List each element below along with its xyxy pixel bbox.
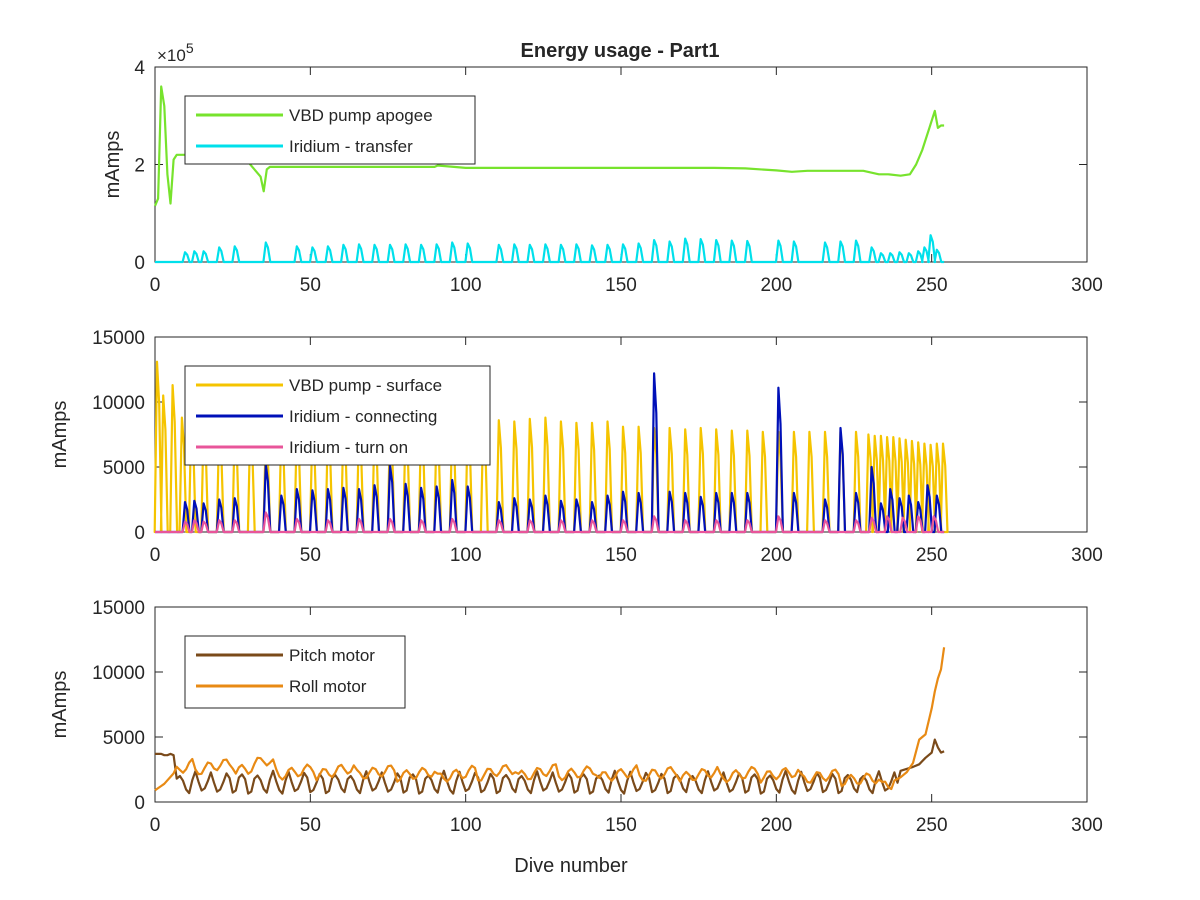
x-tick-label: 200 xyxy=(760,275,792,296)
series-line-iridium-turn-on xyxy=(155,511,945,534)
legend-label-roll-motor: Roll motor xyxy=(289,677,367,696)
y-tick-label: 15000 xyxy=(92,598,145,619)
series-line-iridium-transfer xyxy=(155,234,945,264)
x-tick-label: 0 xyxy=(150,815,161,836)
x-tick-label: 200 xyxy=(760,545,792,566)
x-tick-label: 0 xyxy=(150,545,161,566)
legend-label-iridium-transfer: Iridium - transfer xyxy=(289,137,413,156)
x-tick-label: 250 xyxy=(916,815,948,836)
y-tick-label: 5000 xyxy=(103,458,145,479)
legend: VBD pump apogee Iridium - transfer xyxy=(184,95,476,165)
y-tick-label: 2 xyxy=(134,156,145,177)
y-tick-label: 0 xyxy=(134,793,145,814)
y-axis-label: mAmps xyxy=(102,131,124,199)
y-tick-label: 10000 xyxy=(92,393,145,414)
series-line-pitch-motor xyxy=(155,738,945,795)
y-tick-label: 0 xyxy=(134,253,145,274)
x-tick-label: 250 xyxy=(916,275,948,296)
legend-label-pitch-motor: Pitch motor xyxy=(289,646,375,665)
x-tick-label: 150 xyxy=(605,275,637,296)
x-tick-label: 50 xyxy=(300,545,321,566)
y-axis-multiplier-base: ×10 xyxy=(157,46,186,65)
x-tick-label: 100 xyxy=(450,815,482,836)
y-axis-label: mAmps xyxy=(49,671,71,739)
y-tick-label: 4 xyxy=(134,58,145,79)
series-line-roll-motor xyxy=(154,647,946,792)
legend-label-iridium-connecting: Iridium - connecting xyxy=(289,407,437,426)
legend: Pitch motor Roll motor xyxy=(184,635,406,709)
subplot-vbd-surface-iridium: 0 50 100 150 200 250 300 0 5000 10000 15000 mAmps VB… xyxy=(49,328,1103,566)
legend-box xyxy=(184,635,406,709)
y-tick-label: 5000 xyxy=(103,728,145,749)
x-tick-label: 50 xyxy=(300,275,321,296)
x-tick-label: 300 xyxy=(1071,815,1103,836)
y-axis-multiplier-exponent: 5 xyxy=(186,40,194,56)
subplot-vbd-apogee-iridium-transfer: 0 50 100 150 200 250 300 0 2 4 ×105 mAmps VBD pump a… xyxy=(102,40,1103,296)
legend-label-vbd-pump-surface: VBD pump - surface xyxy=(289,376,442,395)
x-tick-label: 250 xyxy=(916,545,948,566)
x-tick-label: 0 xyxy=(150,275,161,296)
y-tick-label: 0 xyxy=(134,523,145,544)
x-tick-label: 50 xyxy=(300,815,321,836)
y-axis-label: mAmps xyxy=(49,401,71,469)
x-tick-label: 150 xyxy=(605,815,637,836)
legend-label-vbd-pump-apogee: VBD pump apogee xyxy=(289,106,433,125)
y-tick-label: 15000 xyxy=(92,328,145,349)
x-tick-label: 200 xyxy=(760,815,792,836)
series-line-vbd-pump-apogee xyxy=(153,85,945,207)
legend-label-iridium-turn-on: Iridium - turn on xyxy=(289,438,408,457)
x-tick-label: 100 xyxy=(450,275,482,296)
y-tick-label: 10000 xyxy=(92,663,145,684)
y-axis-multiplier: ×105 xyxy=(157,40,194,65)
x-tick-label: 150 xyxy=(605,545,637,566)
legend: VBD pump - surface Iridium - connecting Ir… xyxy=(184,365,491,466)
x-tick-label: 300 xyxy=(1071,545,1103,566)
legend-box xyxy=(184,95,476,165)
x-tick-label: 300 xyxy=(1071,275,1103,296)
subplot-pitch-roll-motor: 0 50 100 150 200 250 300 0 5000 10000 15000 mAmps Di… xyxy=(49,598,1103,877)
x-tick-label: 100 xyxy=(450,545,482,566)
x-axis-label: Dive number xyxy=(514,855,628,877)
figure-title: Energy usage - Part1 xyxy=(521,40,720,62)
